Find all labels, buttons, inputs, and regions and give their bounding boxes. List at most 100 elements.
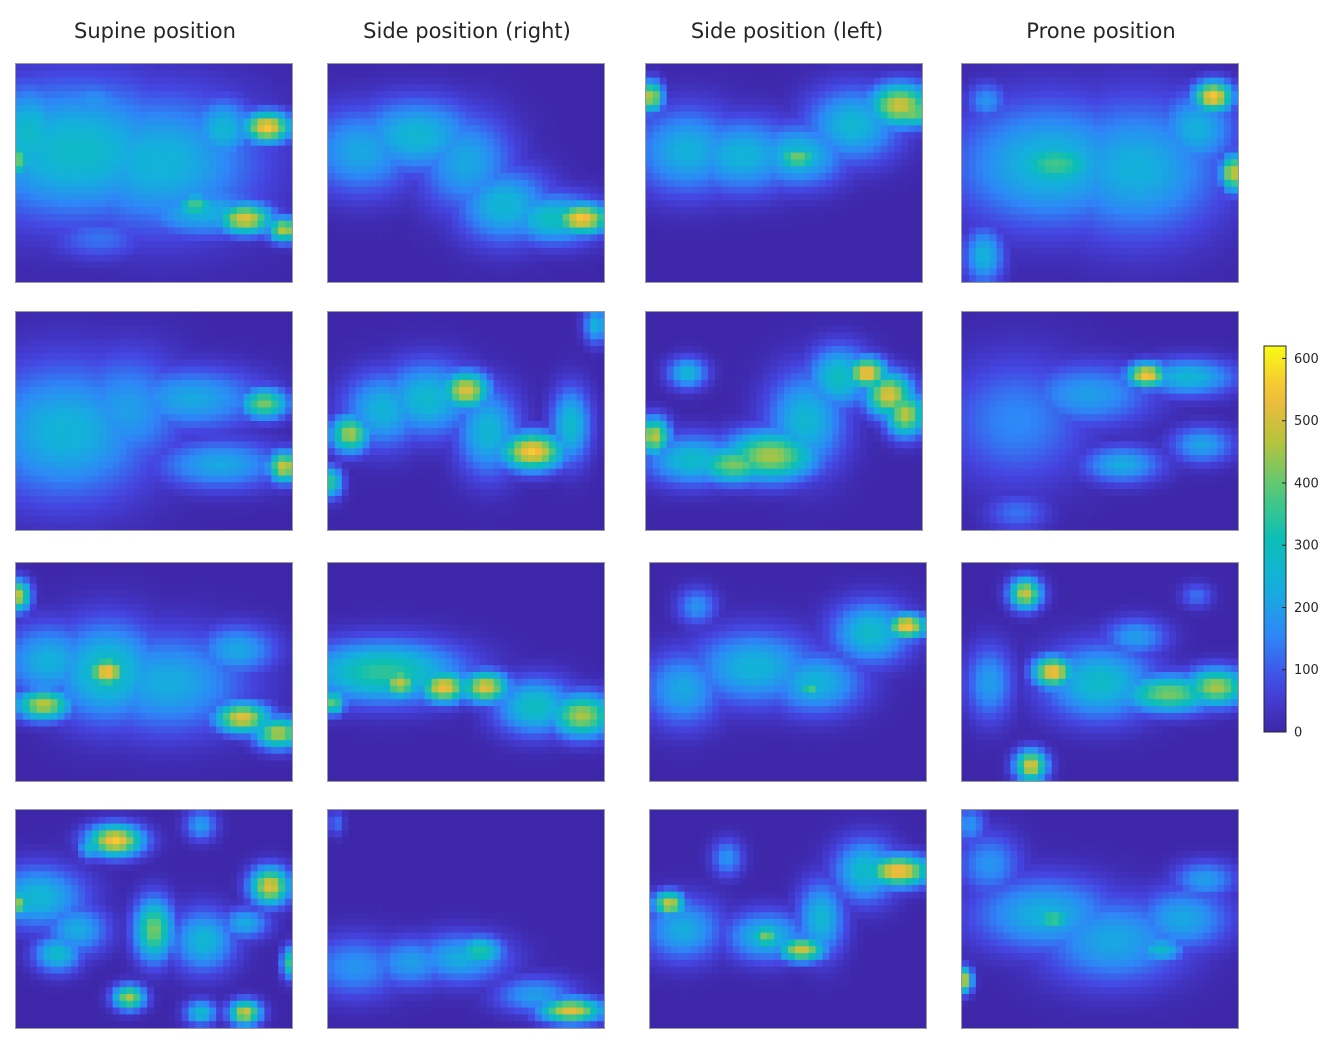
heatmap-cell (818, 152, 826, 160)
heatmap-cell (43, 179, 52, 188)
heatmap-cell (1065, 125, 1073, 133)
heatmap-cell (472, 247, 481, 256)
heatmap-cell (1182, 145, 1191, 154)
heatmap-cell (105, 104, 114, 113)
heatmap-cell (1065, 159, 1073, 167)
heatmap-cell (78, 138, 86, 147)
heatmap-cell (271, 111, 279, 120)
heatmap-cell (583, 173, 591, 181)
heatmap-cell (721, 77, 730, 86)
heatmap-cell (1141, 64, 1149, 72)
heatmap-cell (873, 193, 882, 201)
heatmap-cell (236, 227, 245, 235)
heatmap-cell (431, 145, 439, 154)
heatmap-cell (22, 234, 31, 242)
heatmap-cell (975, 64, 984, 72)
heatmap-cell (597, 173, 604, 181)
heatmap-cell (694, 213, 702, 222)
heatmap-cell (195, 234, 203, 242)
heatmap-cell (285, 77, 292, 86)
heatmap-cell (880, 173, 889, 181)
heatmap-cell (680, 91, 688, 99)
heatmap-cell (50, 200, 58, 208)
heatmap-cell (873, 77, 882, 86)
heatmap-cell (285, 254, 292, 263)
heatmap-cell (541, 111, 550, 120)
heatmap-cell (784, 132, 792, 140)
heatmap-cell (535, 186, 543, 195)
heatmap-cell (334, 152, 343, 160)
heatmap-cell (1113, 227, 1122, 235)
heatmap-cell (29, 275, 38, 282)
heatmap-cell (229, 64, 238, 72)
heatmap-cell (1169, 145, 1177, 154)
heatmap-cell (1031, 200, 1039, 208)
heatmap-cell (846, 91, 854, 99)
heatmap-cell (1217, 64, 1225, 72)
heatmap-cell (64, 104, 72, 113)
heatmap-cell (555, 118, 564, 126)
heatmap-cell (362, 70, 370, 79)
heatmap-cell (975, 125, 984, 133)
heatmap-cell (202, 118, 210, 126)
heatmap-cell (708, 220, 716, 229)
heatmap-cell (562, 159, 571, 167)
heatmap-cell (328, 64, 336, 72)
heatmap-cell (701, 200, 709, 208)
heatmap-cell (1093, 91, 1101, 99)
heatmap-cell (216, 268, 224, 276)
heatmap-cell (590, 186, 598, 195)
heatmap-cell (119, 84, 127, 92)
heatmap-cell (1162, 220, 1170, 229)
heatmap-cell (362, 132, 370, 140)
heatmap-cell (887, 132, 895, 140)
heatmap-cell (36, 118, 45, 126)
heatmap-cell (1217, 234, 1225, 242)
heatmap-cell (1093, 159, 1101, 167)
heatmap-cell (98, 64, 107, 72)
heatmap-cell (968, 104, 977, 113)
heatmap-cell (1113, 207, 1122, 215)
heatmap-cell (472, 91, 481, 99)
heatmap-cell (91, 213, 100, 222)
heatmap-cell (989, 125, 998, 133)
heatmap-cell (721, 275, 730, 282)
heatmap-cell (646, 227, 654, 235)
heatmap-cell (535, 261, 543, 269)
heatmap-cell (43, 227, 52, 235)
heatmap-cell (1100, 118, 1108, 126)
heatmap-cell (257, 213, 265, 222)
heatmap-cell (866, 200, 875, 208)
heatmap-cell (78, 275, 86, 282)
heatmap-cell (479, 145, 488, 154)
heatmap-cell (236, 132, 245, 140)
heatmap-cell (784, 138, 792, 147)
heatmap-cell (915, 186, 922, 195)
heatmap-cell (369, 261, 377, 269)
heatmap-cell (507, 241, 515, 249)
heatmap-cell (417, 159, 426, 167)
heatmap-cell (1169, 227, 1177, 235)
heatmap-cell (832, 213, 840, 222)
heatmap-cell (209, 227, 217, 235)
heatmap-cell (1086, 254, 1094, 263)
heatmap-cell (1196, 132, 1205, 140)
heatmap-cell (285, 125, 292, 133)
heatmap-cell (659, 70, 668, 79)
heatmap-cell (202, 247, 210, 256)
heatmap-cell (369, 186, 377, 195)
heatmap-cell (50, 179, 58, 188)
heatmap-cell (424, 261, 433, 269)
heatmap-cell (1203, 84, 1211, 92)
heatmap-cell (859, 125, 868, 133)
heatmap-cell (859, 193, 868, 201)
heatmap-cell (390, 207, 398, 215)
heatmap-cell (652, 84, 661, 92)
heatmap-cell (770, 159, 778, 167)
heatmap-cell (424, 254, 433, 263)
heatmap-cell (825, 77, 833, 86)
heatmap-cell (839, 91, 847, 99)
heatmap-cell (1051, 220, 1060, 229)
heatmap-cell (355, 125, 364, 133)
heatmap-cell (216, 173, 224, 181)
